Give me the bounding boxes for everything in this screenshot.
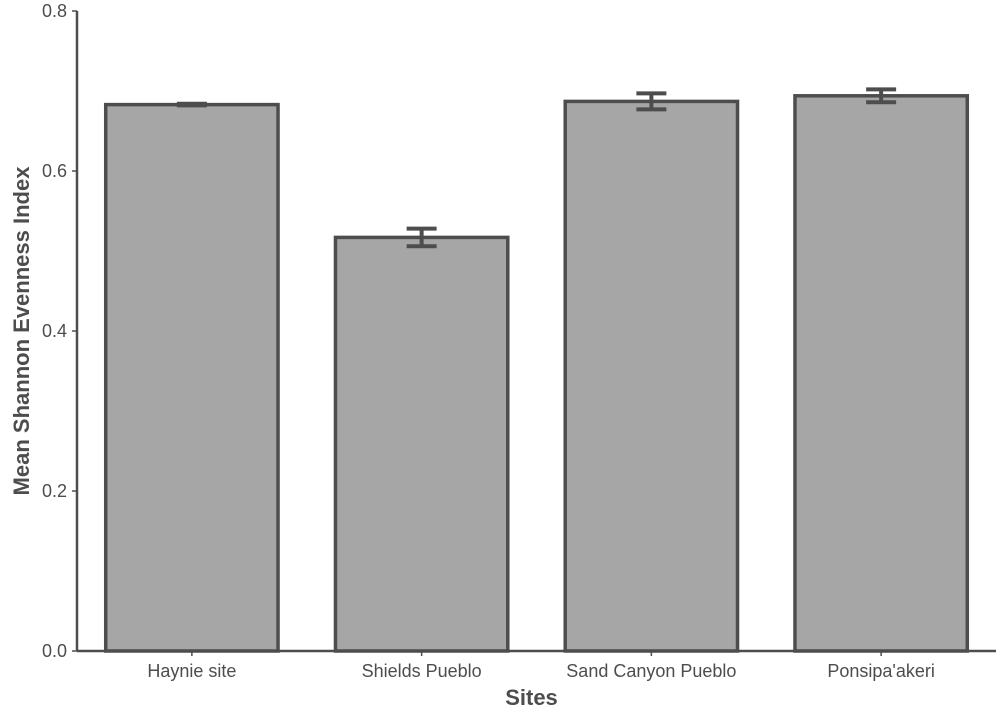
x-axis-title: Sites [505, 685, 558, 710]
bar-shields-pueblo [333, 235, 510, 653]
x-tick-label: Sand Canyon Pueblo [566, 661, 736, 681]
x-tick-label: Haynie site [147, 661, 236, 681]
error-bar-ponsipa-akeri [866, 87, 897, 105]
error-bar-shields-pueblo [406, 226, 437, 249]
bars-layer [103, 94, 970, 653]
y-tick-label: 0.2 [42, 481, 67, 501]
y-axis-title: Mean Shannon Evenness Index [9, 166, 34, 496]
x-ticks-layer: Haynie site Shields Pueblo Sand Canyon Pue… [147, 651, 935, 681]
x-tick-label: Ponsipa'akeri [827, 661, 935, 681]
x-tick-label: Shields Pueblo [362, 661, 482, 681]
error-bar-sand-canyon-pueblo [636, 91, 667, 112]
y-tick-label: 0.8 [42, 1, 67, 21]
bar-sand-canyon-pueblo [563, 99, 740, 653]
y-tick-label: 0.4 [42, 321, 67, 341]
bar-haynie-site [103, 102, 280, 653]
y-tick-label: 0.6 [42, 161, 67, 181]
error-bars-layer [176, 87, 897, 249]
bar-ponsipa-akeri [793, 94, 970, 653]
error-bar-haynie-site [176, 101, 207, 108]
y-tick-label: 0.0 [42, 641, 67, 661]
y-ticks-layer: 0.0 0.2 0.4 0.6 0.8 [42, 1, 77, 661]
